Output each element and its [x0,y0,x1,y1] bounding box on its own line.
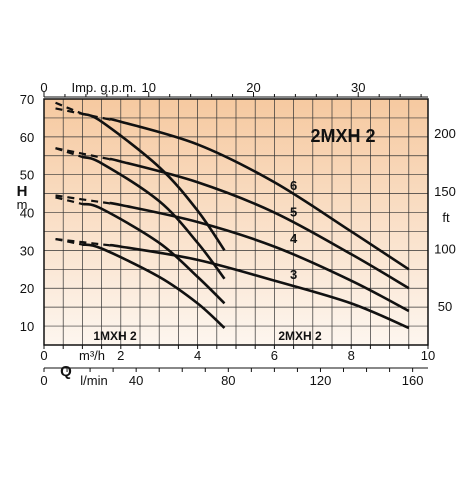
curve-label-6: 6 [290,178,297,193]
left-axis-label-h: H [17,183,28,200]
top-tick-label: 30 [351,80,365,95]
left-axis-label-unit: m [17,197,28,212]
left-tick-label: 50 [20,168,34,183]
left-tick-label: 70 [20,92,34,107]
right-tick-label: 100 [434,242,456,257]
top-tick-label: 20 [246,80,260,95]
curve-solid-4 [81,112,226,252]
bottom-tick-label-m3h: 0 [40,348,47,363]
bottom-tick-label-m3h: 6 [271,348,278,363]
curve-label-4: 4 [290,231,298,246]
curve-solid-2 [108,201,410,313]
bottom-tick-label-m3h: 2 [117,348,124,363]
curve-solid-3 [108,243,410,330]
unit-m3h-label: m³/h [79,348,105,363]
top-tick-label: 0 [40,80,47,95]
right-tick-label: 150 [434,184,456,199]
curve-solid-1 [108,157,410,290]
curve-solid-7 [82,243,226,329]
top-axis-label: Imp. g.p.m. [71,80,136,95]
region-label-1mxh2: 1MXH 2 [93,329,137,343]
bottom-tick-label-lmin: 0 [40,373,47,388]
left-tick-label: 10 [20,319,34,334]
curve-label-3: 3 [290,267,297,282]
curve-dashed-5 [55,147,83,159]
curve-solid-0 [108,117,410,271]
left-tick-label: 30 [20,243,34,258]
bottom-tick-label-m3h: 10 [421,348,435,363]
curve-dashed-2 [55,194,110,205]
right-tick-label: 50 [438,299,452,314]
bottom-tick-label-m3h: 4 [194,348,201,363]
curve-dashed-6 [55,196,83,206]
right-axis-label: ft [442,210,450,225]
unit-lmin-label: l/min [80,373,107,388]
curve-dashed-7 [55,237,83,246]
left-tick-label: 20 [20,281,34,296]
right-tick-label: 200 [434,126,456,141]
curve-solid-6 [82,202,226,305]
bottom-tick-label-lmin: 80 [221,373,235,388]
chart-title: 2MXH 2 [310,126,375,146]
curve-solid-5 [81,155,226,280]
bottom-tick-label-lmin: 40 [129,373,143,388]
q-axis-label: Q [60,363,72,380]
left-tick-label: 60 [20,130,34,145]
bottom-tick-label-lmin: 120 [310,373,332,388]
curve-dashed-4 [55,101,83,115]
left-tick-label: 40 [20,206,34,221]
top-tick-label: 10 [142,80,156,95]
curve-label-5: 5 [290,205,297,220]
bottom-tick-label-m3h: 8 [348,348,355,363]
bottom-tick-label-lmin: 160 [402,373,424,388]
region-label-2mxh2: 2MXH 2 [278,329,322,343]
